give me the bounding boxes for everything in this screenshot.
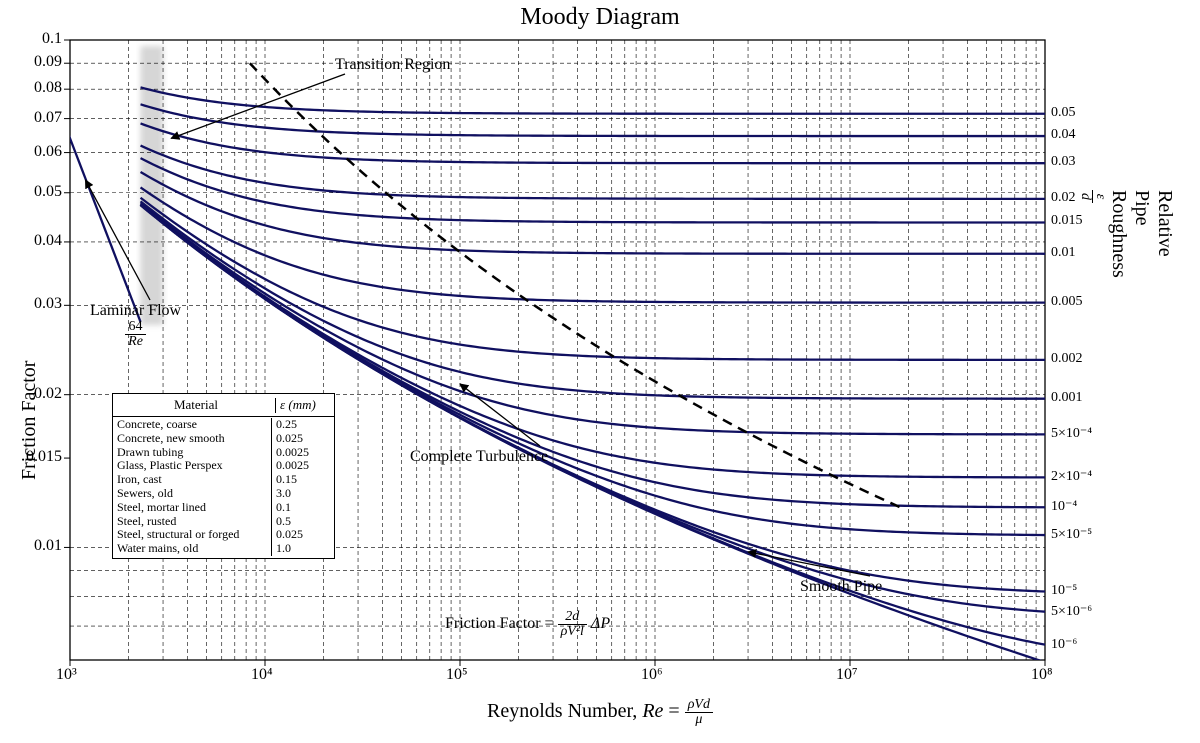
y-tick-label: 0.08 [12,79,62,97]
y-tick-label: 0.06 [12,143,62,161]
x-label-text: Reynolds Number, [487,700,642,722]
laminar-flow-label: Laminar Flow 64Re [90,302,181,349]
table-cell-material: Steel, mortar lined [113,501,272,515]
x-tick-label: 10⁶ [641,666,663,684]
table-cell-material: Iron, cast [113,473,272,487]
ff-frac-den: ρV²l [558,625,587,639]
table-row: Glass, Plastic Perspex0.0025 [113,459,334,473]
table-cell-eps: 0.025 [272,432,326,446]
y-tick-label: 0.01 [12,537,62,555]
friction-factor-formula: Friction Factor = 2dρV²l ΔP [445,610,610,639]
table-cell-eps: 0.15 [272,473,326,487]
chart-title: Moody Diagram [0,4,1200,31]
y-tick-label: 0.015 [12,448,62,466]
table-cell-material: Water mains, old [113,542,272,556]
roughness-label: 10⁻⁵ [1051,582,1077,599]
x-tick-label: 10⁴ [251,666,273,684]
table-row: Steel, structural or forged0.025 [113,528,334,542]
table-cell-eps: 0.5 [272,515,326,529]
table-cell-material: Glass, Plastic Perspex [113,459,272,473]
y-tick-label: 0.07 [12,109,62,127]
table-cell-material: Steel, structural or forged [113,528,272,542]
roughness-label: 0.03 [1051,154,1076,170]
table-cell-material: Sewers, old [113,487,272,501]
y-tick-label: 0.04 [12,232,62,250]
table-cell-material: Concrete, new smooth [113,432,272,446]
table-row: Sewers, old3.0 [113,487,334,501]
x-frac-den: μ [685,713,713,727]
table-cell-eps: 0.025 [272,528,326,542]
table-row: Steel, mortar lined0.1 [113,501,334,515]
y-tick-label: 0.03 [12,295,62,313]
roughness-label: 5×10⁻⁶ [1051,603,1092,620]
roughness-label: 10⁻⁶ [1051,636,1077,653]
roughness-label: 0.01 [1051,245,1076,261]
roughness-label: 0.001 [1051,390,1083,406]
ff-frac-num: 2d [558,610,587,625]
moody-diagram: Moody Diagram Reynolds Number, Re = ρVdμ… [0,0,1200,743]
table-cell-eps: 0.0025 [272,459,326,473]
table-header-material: Material [117,398,276,413]
laminar-text: Laminar Flow [90,302,181,319]
table-cell-eps: 0.0025 [272,446,326,460]
roughness-label: 0.05 [1051,105,1076,121]
x-eq: = [663,700,684,722]
roughness-label: 0.015 [1051,213,1083,229]
y-tick-label: 0.05 [12,183,62,201]
laminar-frac-num: 64 [125,320,146,335]
x-axis-label: Reynolds Number, Re = ρVdμ [0,698,1200,727]
table-row: Concrete, coarse0.25 [113,418,334,432]
table-row: Drawn tubing0.0025 [113,446,334,460]
roughness-label: 10⁻⁴ [1051,498,1077,515]
x-tick-label: 10³ [56,666,77,684]
y-right-axis-label: Relative Pipe Roughness εd [1078,190,1176,278]
ff-suffix: ΔP [587,615,610,632]
transition-region-label: Transition Region [335,56,450,74]
table-row: Concrete, new smooth0.025 [113,432,334,446]
complete-turbulence-label: Complete Turbulence [410,448,548,466]
x-tick-label: 10⁸ [1031,666,1053,684]
roughness-label: 0.02 [1051,190,1076,206]
yr-frac-den: d [1078,190,1092,203]
roughness-label: 5×10⁻⁴ [1051,425,1092,442]
roughness-label: 0.005 [1051,294,1083,310]
laminar-frac-den: Re [125,335,146,349]
table-cell-eps: 0.25 [272,418,326,432]
table-row: Steel, rusted0.5 [113,515,334,529]
yr-frac-num: ε [1092,190,1107,203]
y-tick-label: 0.09 [12,53,62,71]
table-cell-eps: 3.0 [272,487,326,501]
y-tick-label: 0.02 [12,385,62,403]
roughness-label: 0.002 [1051,351,1083,367]
smooth-pipe-label: Smooth Pipe [800,578,882,596]
roughness-label: 0.04 [1051,127,1076,143]
table-cell-eps: 0.1 [272,501,326,515]
table-cell-eps: 1.0 [272,542,326,556]
table-cell-material: Steel, rusted [113,515,272,529]
x-frac-num: ρVd [685,698,713,713]
table-cell-material: Drawn tubing [113,446,272,460]
table-row: Iron, cast0.15 [113,473,334,487]
table-row: Water mains, old1.0 [113,542,334,556]
x-tick-label: 10⁷ [836,666,858,684]
re-symbol: Re [642,700,663,722]
table-header-eps: ε (mm) [276,398,330,413]
y-tick-label: 0.1 [12,30,62,48]
table-cell-material: Concrete, coarse [113,418,272,432]
roughness-label: 5×10⁻⁵ [1051,526,1092,543]
x-tick-label: 10⁵ [446,666,468,684]
materials-table: Material ε (mm) Concrete, coarse0.25Conc… [112,393,335,559]
yr-label-text: Relative Pipe Roughness [1108,190,1176,278]
ff-prefix: Friction Factor = [445,615,558,632]
roughness-label: 2×10⁻⁴ [1051,468,1092,485]
